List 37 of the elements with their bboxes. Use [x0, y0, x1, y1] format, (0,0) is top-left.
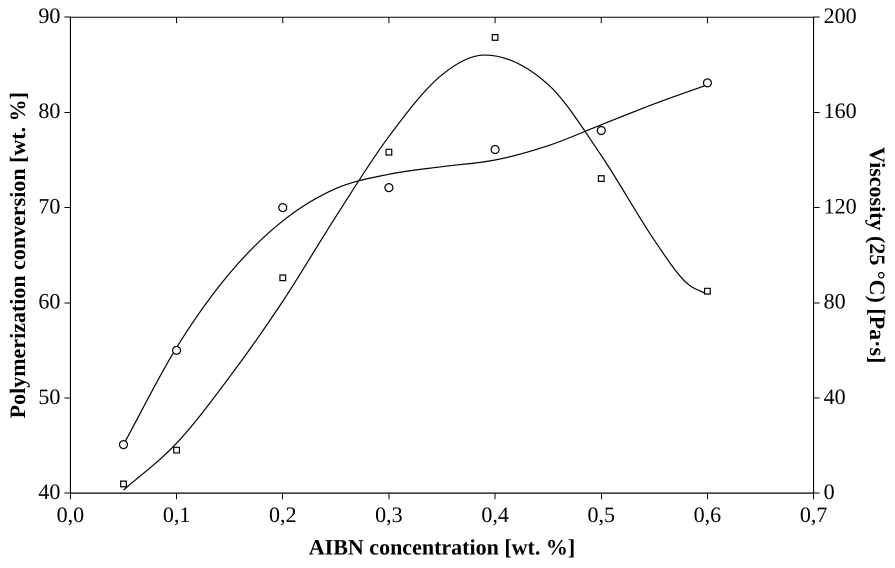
y-tick-label: 60 [38, 288, 60, 314]
y-tick-label: 50 [38, 384, 60, 409]
y2-axis-title: Viscosity (25 °C) [Pa·s] [865, 147, 890, 364]
y2-tick-label: 40 [824, 384, 846, 409]
point [704, 288, 711, 295]
point [279, 274, 286, 282]
y2-tick-label: 0 [824, 478, 835, 504]
point [598, 175, 605, 182]
x-tick-label: 0,1 [162, 502, 190, 528]
y-tick-label: 90 [38, 2, 60, 28]
point [596, 126, 606, 136]
x-tick-label: 0,4 [481, 502, 509, 528]
y-axis-title: Polymerization conversion [wt. %] [4, 92, 30, 418]
point [118, 440, 128, 450]
y2-tick-label: 160 [824, 98, 857, 124]
x-tick-label: 0,3 [375, 502, 403, 528]
x-tick-label: 0,5 [588, 502, 616, 528]
y2-tick-label: 120 [824, 193, 857, 218]
point [278, 203, 288, 212]
point [384, 183, 394, 192]
x-axis-title: AIBN concentration [wt. %] [308, 534, 576, 560]
point [120, 480, 127, 488]
x-tick-label: 0,0 [56, 502, 84, 528]
x-tick-label: 0,7 [800, 502, 828, 528]
point [492, 34, 499, 41]
x-tick-label: 0,6 [694, 502, 722, 528]
point [385, 148, 392, 156]
y-tick-label: 80 [38, 98, 60, 124]
point [173, 446, 180, 454]
point [490, 144, 500, 154]
y-tick-label: 70 [38, 193, 60, 218]
y2-tick-label: 80 [824, 288, 846, 314]
point [172, 346, 182, 355]
x-tick-label: 0,2 [268, 502, 296, 528]
y2-tick-label: 200 [824, 2, 857, 28]
y-tick-label: 40 [38, 478, 60, 504]
point [702, 78, 712, 88]
